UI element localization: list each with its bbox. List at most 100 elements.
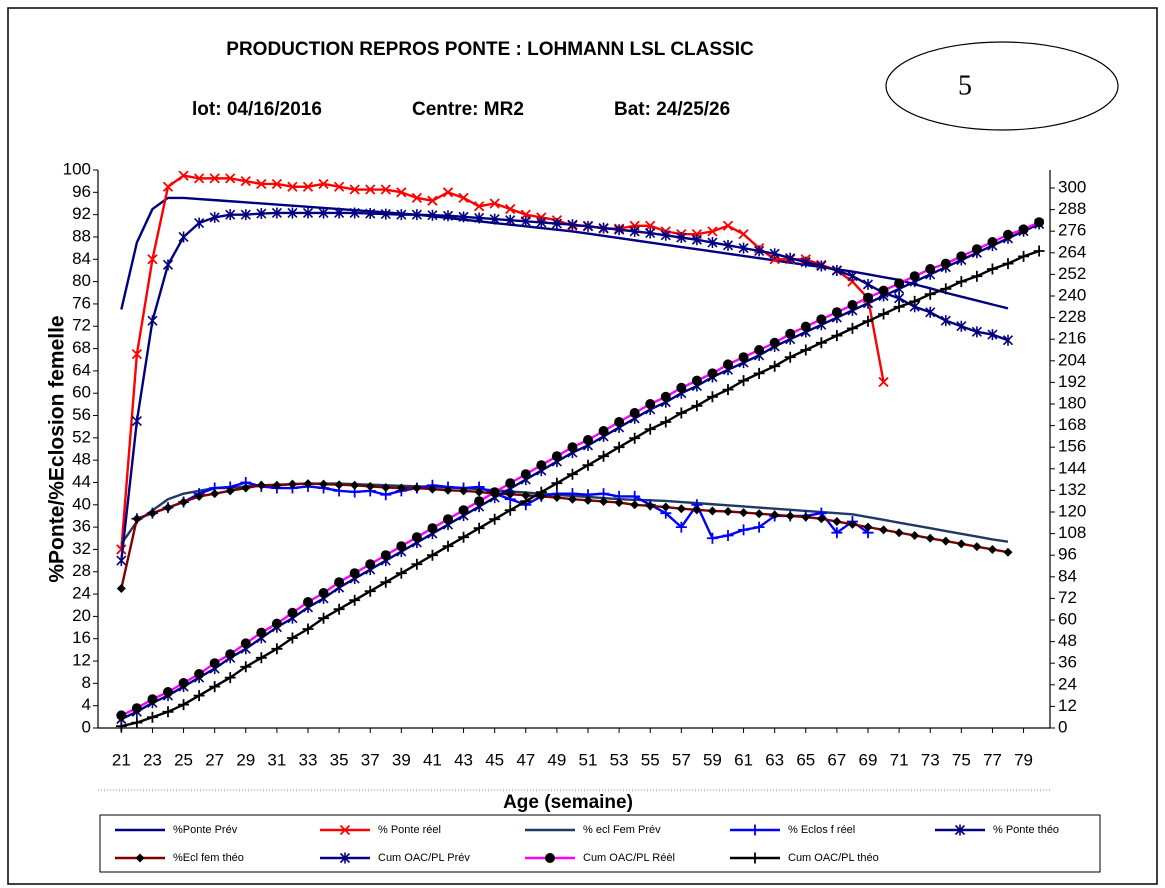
marker xyxy=(271,207,282,219)
marker xyxy=(784,351,796,363)
marker xyxy=(692,505,702,515)
x-tick-label: 37 xyxy=(361,750,380,769)
y-tick-label: 80 xyxy=(72,271,91,290)
marker xyxy=(505,214,516,226)
marker xyxy=(676,382,687,393)
marker xyxy=(287,207,298,219)
marker xyxy=(520,495,532,507)
marker xyxy=(350,480,360,490)
marker xyxy=(396,483,406,493)
marker xyxy=(458,211,469,223)
x-tick-label: 73 xyxy=(921,750,940,769)
marker xyxy=(675,521,687,533)
marker xyxy=(723,506,733,516)
marker xyxy=(894,528,904,538)
marker xyxy=(956,320,967,332)
marker xyxy=(240,661,252,673)
marker xyxy=(675,407,687,419)
y2-tick-label: 240 xyxy=(1058,285,1086,304)
marker xyxy=(396,209,407,221)
marker xyxy=(754,245,765,257)
marker xyxy=(116,584,126,593)
marker xyxy=(256,627,267,638)
y-tick-label: 16 xyxy=(72,628,91,647)
marker xyxy=(707,237,718,249)
legend-label: Cum OAC/PL Prév xyxy=(378,852,470,864)
marker xyxy=(738,229,749,240)
marker xyxy=(349,594,361,606)
marker xyxy=(722,384,734,396)
marker xyxy=(551,477,563,489)
marker xyxy=(334,577,345,588)
marker xyxy=(1002,258,1014,270)
marker xyxy=(987,544,997,554)
marker xyxy=(459,486,469,496)
y2-tick-label: 0 xyxy=(1058,717,1067,736)
marker xyxy=(801,512,811,522)
marker xyxy=(567,494,577,504)
x-tick-label: 35 xyxy=(330,750,349,769)
marker xyxy=(224,672,236,684)
marker xyxy=(629,225,640,237)
y-tick-label: 12 xyxy=(72,651,91,670)
marker xyxy=(551,451,562,462)
marker xyxy=(339,852,351,864)
marker xyxy=(303,597,313,607)
marker xyxy=(162,706,174,718)
marker xyxy=(505,203,516,215)
marker xyxy=(629,432,641,444)
marker xyxy=(785,328,796,339)
marker xyxy=(504,504,516,516)
marker xyxy=(598,450,610,462)
marker xyxy=(210,489,220,499)
x-tick-label: 57 xyxy=(672,750,691,769)
marker xyxy=(738,524,750,536)
marker xyxy=(116,555,127,567)
marker xyxy=(178,678,189,688)
marker xyxy=(739,508,749,518)
marker xyxy=(163,503,173,513)
marker xyxy=(972,542,982,552)
marker xyxy=(660,229,671,241)
marker xyxy=(816,260,827,272)
x-tick-label: 77 xyxy=(983,750,1002,769)
x-tick-label: 75 xyxy=(952,750,971,769)
marker xyxy=(396,541,407,552)
marker xyxy=(489,198,500,209)
marker xyxy=(442,210,454,222)
marker xyxy=(879,525,889,535)
marker xyxy=(240,209,251,221)
x-tick-label: 31 xyxy=(267,750,286,769)
marker xyxy=(749,824,761,836)
marker xyxy=(582,220,594,232)
marker xyxy=(349,568,360,579)
marker xyxy=(614,224,625,236)
legend-label: % Ponte réel xyxy=(378,824,441,836)
series-line xyxy=(120,196,1009,310)
y-tick-label: 92 xyxy=(72,204,91,223)
marker xyxy=(319,479,329,489)
marker xyxy=(520,469,531,480)
x-tick-label: 47 xyxy=(516,750,535,769)
marker xyxy=(1018,224,1029,235)
marker xyxy=(380,576,392,588)
marker xyxy=(551,218,562,230)
series-line xyxy=(120,211,1009,561)
marker xyxy=(831,264,842,276)
marker xyxy=(132,514,142,524)
y2-tick-label: 168 xyxy=(1058,415,1086,434)
marker xyxy=(645,399,656,409)
marker xyxy=(427,209,438,221)
x-tick-label: 27 xyxy=(205,750,224,769)
marker xyxy=(225,649,236,660)
y2-tick-label: 300 xyxy=(1058,177,1086,196)
marker xyxy=(691,375,702,386)
marker xyxy=(272,480,282,490)
marker xyxy=(318,178,329,190)
marker xyxy=(707,506,717,516)
marker xyxy=(630,500,640,510)
marker xyxy=(411,558,423,570)
y-tick-label: 68 xyxy=(72,338,91,357)
marker xyxy=(162,259,174,271)
